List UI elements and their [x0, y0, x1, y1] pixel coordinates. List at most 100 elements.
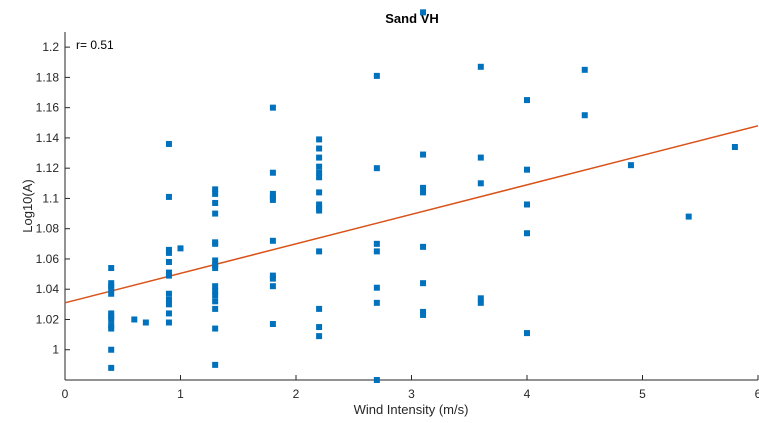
- y-tick-label: 1.16: [36, 101, 60, 115]
- x-tick-label: 5: [639, 387, 646, 401]
- data-point: [108, 325, 115, 332]
- data-point: [316, 163, 323, 170]
- plot-area: [64, 32, 758, 381]
- data-point: [165, 140, 172, 147]
- data-point: [165, 269, 172, 276]
- data-point: [316, 201, 323, 208]
- data-point: [108, 283, 115, 290]
- y-tick-label: 1.06: [36, 252, 60, 266]
- data-point: [212, 287, 219, 294]
- data-point: [731, 143, 738, 150]
- data-point: [316, 136, 323, 143]
- data-point: [212, 325, 219, 332]
- x-tick-label: 1: [177, 387, 184, 401]
- fit-layer: [64, 125, 759, 304]
- data-point: [212, 210, 219, 217]
- data-point: [477, 63, 484, 70]
- y-tick-label: 1.08: [36, 222, 60, 236]
- data-point: [316, 333, 323, 340]
- data-point: [420, 184, 427, 191]
- data-point: [373, 240, 380, 247]
- data-point: [627, 162, 634, 169]
- data-point: [581, 66, 588, 73]
- data-point: [269, 272, 276, 279]
- data-point: [316, 207, 323, 214]
- data-point: [212, 361, 219, 368]
- data-point: [316, 174, 323, 181]
- data-point: [269, 196, 276, 203]
- data-point: [165, 296, 172, 303]
- data-point: [524, 230, 530, 237]
- data-point: [316, 169, 323, 176]
- correlation-annotation: r= 0.51: [76, 38, 114, 52]
- data-point: [269, 193, 276, 200]
- data-point: [420, 243, 427, 250]
- data-point: [212, 265, 219, 272]
- data-point: [269, 321, 276, 328]
- data-point: [177, 245, 184, 252]
- data-point: [165, 290, 172, 297]
- data-point: [477, 154, 484, 161]
- data-point: [269, 275, 276, 282]
- data-point: [212, 262, 219, 269]
- data-point: [165, 272, 172, 279]
- data-point: [316, 145, 323, 152]
- data-point: [524, 330, 530, 337]
- data-point: [212, 292, 219, 299]
- y-tick-label: 1.1: [42, 191, 59, 205]
- data-point: [108, 290, 115, 297]
- data-point: [477, 180, 484, 187]
- data-point: [316, 204, 323, 211]
- y-axis-label: Log10(A): [20, 179, 35, 232]
- x-tick-label: 4: [524, 387, 531, 401]
- data-point: [108, 364, 115, 371]
- data-point: [316, 324, 323, 331]
- data-point: [165, 249, 172, 256]
- data-point: [108, 313, 115, 320]
- x-axis-label: Wind Intensity (m/s): [354, 402, 469, 417]
- data-point: [212, 298, 219, 305]
- data-point: [269, 104, 276, 111]
- data-point: [269, 190, 276, 197]
- data-point: [142, 319, 149, 326]
- y-tick-label: 1.12: [36, 161, 60, 175]
- data-point: [165, 310, 172, 317]
- data-point: [108, 286, 115, 293]
- data-point: [373, 72, 380, 79]
- data-point: [108, 316, 115, 323]
- data-point: [316, 248, 323, 255]
- data-point: [373, 299, 380, 306]
- data-point: [108, 265, 115, 272]
- data-point: [165, 319, 172, 326]
- data-point: [477, 299, 484, 306]
- data-point: [212, 199, 219, 206]
- data-point: [269, 237, 276, 244]
- x-tick-label: 3: [408, 387, 415, 401]
- data-point: [477, 295, 484, 302]
- x-tick-label: 6: [755, 387, 759, 401]
- x-tick-label: 0: [62, 387, 69, 401]
- data-point: [108, 280, 115, 287]
- data-point: [108, 322, 115, 329]
- data-point: [269, 283, 276, 290]
- regression-line: [64, 125, 759, 304]
- data-point: [165, 301, 172, 308]
- points-layer: [108, 9, 738, 383]
- data-point: [524, 201, 530, 208]
- data-point: [212, 186, 219, 193]
- data-point: [316, 189, 323, 196]
- data-point: [212, 240, 219, 247]
- data-point: [581, 112, 588, 119]
- data-point: [685, 213, 692, 220]
- data-point: [373, 377, 380, 383]
- chart-title: Sand VH: [385, 11, 438, 26]
- data-point: [165, 258, 172, 265]
- data-point: [108, 310, 115, 317]
- data-point: [212, 283, 219, 290]
- data-point: [212, 305, 219, 312]
- data-point: [212, 190, 219, 197]
- x-tick-label: 2: [293, 387, 300, 401]
- data-point: [316, 154, 323, 161]
- data-point: [108, 346, 115, 353]
